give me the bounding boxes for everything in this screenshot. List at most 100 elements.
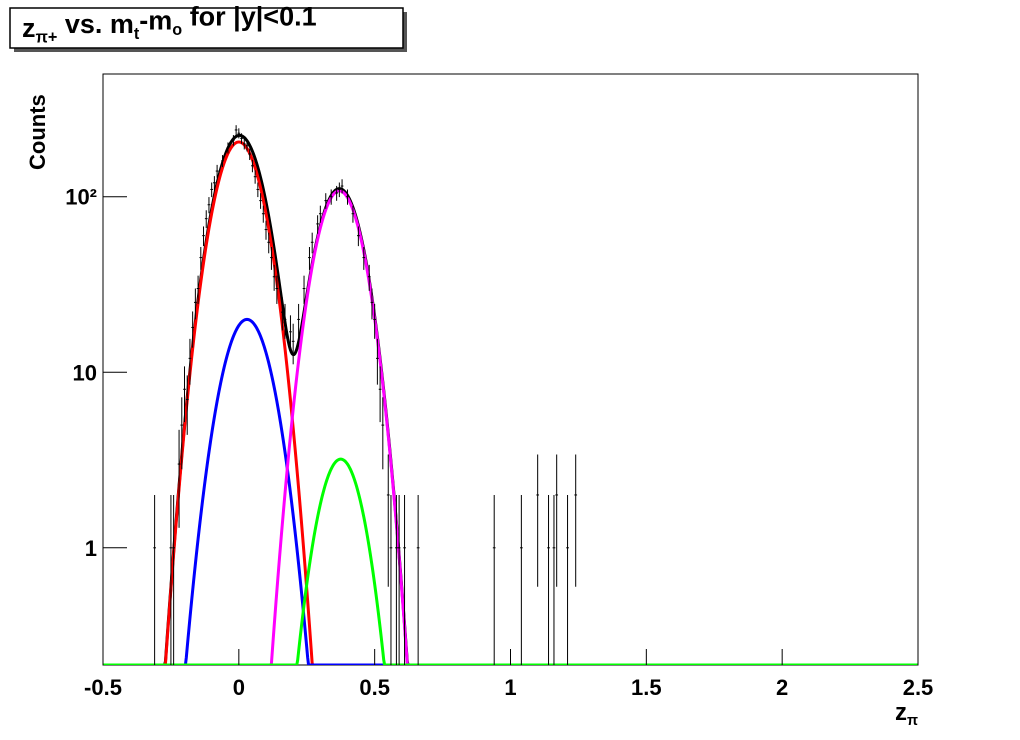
data-point [351,205,355,223]
data-point [547,494,550,665]
data-point [237,128,241,139]
data-point [335,185,338,201]
x-tick-label: -0.5 [84,675,122,700]
x-tick-label: 1 [504,675,516,700]
data-point [370,288,374,320]
fit-curve [103,317,918,665]
chart-title: zπ+ vs. mt-mo for |y|<0.1 [22,2,317,47]
data-point [172,494,175,665]
x-tick-label: 2.5 [903,675,934,700]
data-point [373,303,377,339]
data-point [367,264,371,291]
data-point [272,264,276,291]
data-point [213,176,216,191]
data-point [378,366,382,423]
data-point [226,142,230,154]
data-point [256,182,260,198]
data-point [221,155,224,168]
y-axis-label: Counts [25,94,50,170]
y-tick-label: 1 [85,536,97,561]
text-part: z [22,13,36,43]
data-point [259,193,262,209]
data-point [397,494,401,665]
data-point [261,205,265,223]
x-axis-label: zπ [895,699,918,729]
data-point [183,366,186,423]
data-point [264,220,268,240]
data-point [555,454,559,587]
text-part: vs. m [57,9,134,39]
data-point [337,182,341,198]
data-point [492,494,496,665]
subscript: o [172,21,182,39]
data-point [574,454,578,587]
data-point [232,135,235,146]
data-point [324,193,328,209]
data-point [210,182,214,198]
data-point [242,138,246,150]
data-point [199,247,203,270]
data-point [389,494,393,665]
data-point [310,232,314,254]
data-point [194,288,197,320]
data-point [283,303,287,339]
data-point [308,247,311,270]
data-point [357,226,360,247]
data-point [234,125,238,136]
data-point [552,494,556,665]
fit-curve [103,140,918,665]
data-point [381,397,385,470]
data-point [180,397,184,470]
data-point [240,133,243,144]
data-point [267,232,271,254]
data-point [204,210,208,229]
y-tick-label: 10² [65,185,97,210]
data-point [403,494,406,665]
data-point [289,315,292,353]
text-part: for |y|<0.1 [182,2,316,32]
data-point [291,323,295,365]
data-point [245,140,249,152]
data-point [566,494,569,665]
data-point [270,247,273,270]
data-point [297,303,300,339]
data-point [185,375,189,435]
data-point [207,197,211,214]
data-point [318,205,322,223]
data-point [280,297,284,331]
y-tick-label: 10 [73,360,97,385]
subscript: t [134,25,140,43]
title-box [9,7,404,49]
data-point [395,494,398,665]
x-tick-label: 0.5 [359,675,390,700]
text-part: z [895,699,907,726]
data-point [196,275,200,304]
data-point [376,338,379,385]
data-point [177,429,181,528]
data-point [275,275,279,304]
plot-area [103,125,918,665]
data-point [329,189,333,205]
data-point [520,494,523,665]
data-point [248,148,252,161]
data-point [191,311,195,348]
data-point [346,189,349,205]
x-tick-label: 0 [233,675,245,700]
data-point [188,338,192,385]
data-point [416,494,420,665]
x-tick-label: 2 [776,675,788,700]
data-point [340,179,344,194]
data-point [386,454,390,587]
data-point [362,247,366,270]
data-point [316,215,319,234]
x-tick-label: 1.5 [631,675,662,700]
data-point [253,170,257,184]
data-point [215,164,219,178]
subscript: π+ [36,29,58,47]
data-point [251,159,254,173]
data-point [302,275,306,304]
data-point [202,226,205,247]
data-point [153,494,156,665]
